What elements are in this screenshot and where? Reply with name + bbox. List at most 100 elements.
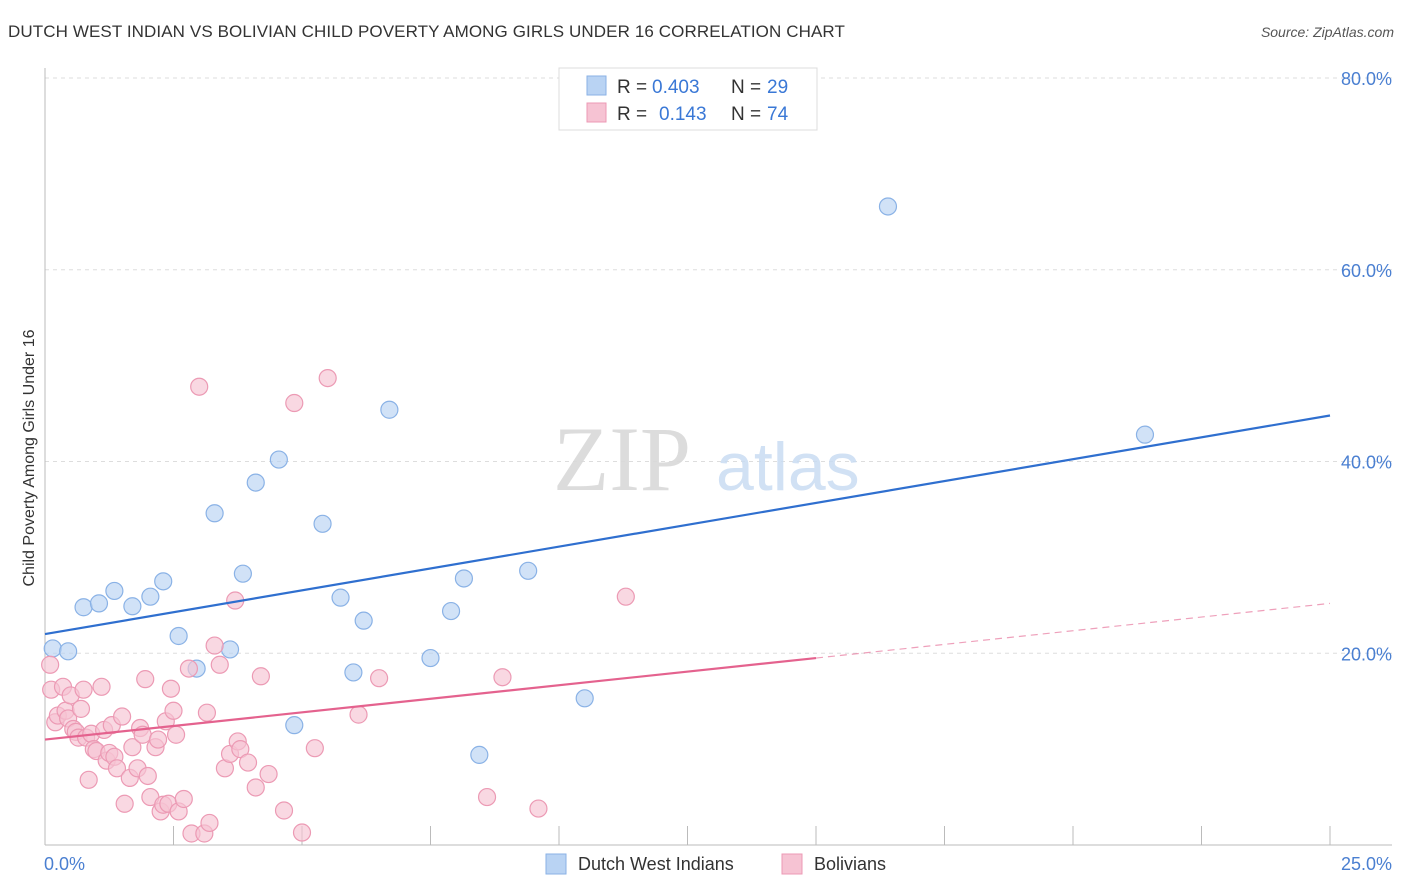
legend-r-label: R =: [617, 104, 647, 125]
data-point-dutch-west-indian: [519, 561, 538, 580]
data-point-bolivian: [200, 813, 219, 833]
data-point-dutch-west-indian: [141, 587, 160, 606]
data-point-dutch-west-indian: [285, 716, 304, 735]
legend-swatch-pink: [586, 102, 607, 123]
data-point-bolivian: [493, 668, 512, 687]
data-point-bolivian: [115, 794, 134, 813]
legend-n-label: N =: [731, 104, 761, 125]
data-point-bolivian: [79, 770, 98, 789]
data-point-dutch-west-indian: [59, 642, 78, 661]
legend-n-value: 29: [767, 77, 788, 98]
data-point-bolivian: [349, 705, 368, 724]
data-point-bolivian: [41, 655, 60, 674]
data-point-bolivian: [305, 739, 324, 758]
data-point-dutch-west-indian: [575, 689, 594, 708]
x-tick-label: 0.0%: [44, 854, 85, 874]
data-point-bolivian: [274, 801, 294, 820]
bottom-legend-swatch-pink: [781, 853, 803, 875]
data-point-dutch-west-indian: [421, 648, 440, 668]
data-point-dutch-west-indian: [441, 601, 461, 621]
data-points: [41, 197, 1155, 843]
trend-lines: [44, 414, 1331, 741]
legend-swatch-blue: [586, 75, 607, 96]
data-point-bolivian: [190, 377, 209, 396]
data-point-bolivian: [107, 759, 127, 778]
data-point-dutch-west-indian: [105, 581, 124, 601]
source-label: Source: ZipAtlas.com: [1260, 24, 1394, 40]
data-point-dutch-west-indian: [154, 572, 173, 591]
data-point-dutch-west-indian: [246, 473, 265, 492]
trend-line-bolivian-extension: [815, 602, 1331, 659]
bottom-legend-swatch-blue: [545, 853, 567, 875]
data-point-bolivian: [136, 670, 155, 689]
data-point-bolivian: [259, 764, 278, 784]
data-point-bolivian: [161, 679, 181, 698]
data-point-dutch-west-indian: [380, 400, 399, 419]
data-point-dutch-west-indian: [878, 197, 898, 216]
data-point-bolivian: [179, 659, 199, 678]
data-point-dutch-west-indian: [123, 597, 142, 616]
data-point-bolivian: [148, 730, 168, 749]
legend-r-label: R =: [617, 77, 647, 98]
watermark: ZIP atlas: [553, 408, 860, 510]
data-point-bolivian: [112, 707, 132, 726]
data-point-dutch-west-indian: [354, 611, 373, 630]
data-point-dutch-west-indian: [74, 598, 93, 617]
data-point-bolivian: [174, 789, 193, 809]
trend-line-bolivian: [44, 656, 817, 741]
data-point-bolivian: [370, 669, 389, 688]
bottom-legend-label: Dutch West Indians: [578, 854, 734, 874]
data-point-dutch-west-indian: [454, 569, 474, 588]
data-point-bolivian: [285, 393, 304, 413]
y-tick-label: 20.0%: [1341, 644, 1392, 664]
data-point-dutch-west-indian: [89, 594, 109, 613]
data-point-dutch-west-indian: [331, 588, 350, 607]
data-point-bolivian: [477, 787, 497, 807]
data-point-bolivian: [292, 823, 312, 842]
data-point-bolivian: [74, 680, 93, 699]
data-point-bolivian: [210, 655, 229, 674]
y-tick-label: 80.0%: [1341, 69, 1392, 89]
data-point-bolivian: [251, 667, 270, 686]
data-point-bolivian: [71, 699, 91, 718]
data-point-bolivian: [231, 740, 250, 759]
data-point-dutch-west-indian: [344, 663, 363, 682]
data-point-bolivian: [197, 703, 217, 722]
y-tick-label: 60.0%: [1341, 261, 1392, 281]
data-point-bolivian: [238, 753, 258, 772]
data-point-dutch-west-indian: [205, 504, 224, 523]
chart-title: DUTCH WEST INDIAN VS BOLIVIAN CHILD POVE…: [8, 22, 845, 41]
data-point-bolivian: [318, 368, 337, 388]
y-tick-label: 40.0%: [1341, 453, 1392, 473]
legend-r-value: 0.143: [659, 104, 707, 125]
data-point-dutch-west-indian: [220, 640, 240, 659]
data-point-bolivian: [205, 636, 224, 655]
x-tick-label: 25.0%: [1341, 854, 1392, 874]
y-axis-label: Child Poverty Among Girls Under 16: [21, 329, 38, 586]
watermark-zip: ZIP: [553, 408, 691, 510]
data-point-bolivian: [616, 587, 635, 606]
data-point-bolivian: [166, 725, 186, 744]
data-point-dutch-west-indian: [269, 450, 288, 469]
data-point-bolivian: [92, 677, 111, 696]
data-point-dutch-west-indian: [470, 745, 489, 764]
data-point-dutch-west-indian: [169, 626, 188, 646]
data-point-bolivian: [123, 738, 142, 757]
correlation-legend: R = 0.403 N = 29 R = 0.143 N = 74: [558, 67, 818, 131]
data-point-bolivian: [164, 701, 183, 720]
data-point-dutch-west-indian: [43, 639, 62, 658]
bottom-legend-label: Bolivians: [814, 854, 886, 874]
series-legend: Dutch West Indians Bolivians: [545, 853, 886, 875]
legend-r-value: 0.403: [652, 77, 700, 98]
data-point-dutch-west-indian: [1135, 425, 1155, 444]
data-point-bolivian: [138, 766, 157, 786]
axes: 20.0% 40.0% 60.0% 80.0% 0.0% 25.0%: [44, 68, 1392, 874]
data-point-dutch-west-indian: [233, 564, 252, 583]
trend-line-dutch-west-indian: [44, 414, 1331, 636]
legend-n-label: N =: [731, 77, 761, 98]
data-point-dutch-west-indian: [313, 514, 332, 533]
data-point-bolivian: [246, 778, 265, 797]
watermark-atlas: atlas: [716, 429, 860, 505]
data-point-bolivian: [529, 799, 548, 818]
